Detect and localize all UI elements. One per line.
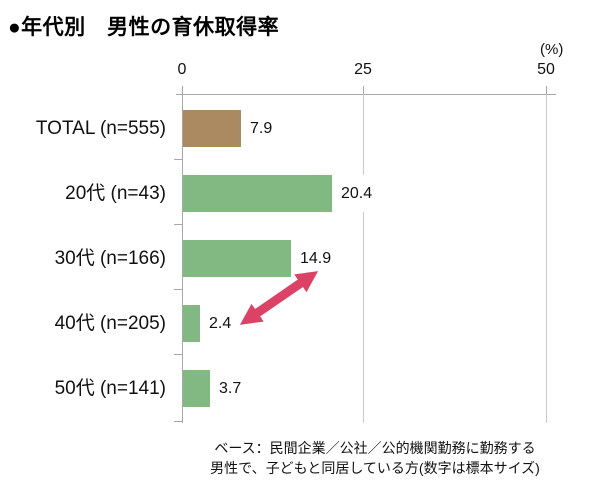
x-tick-mark-0 [182,86,183,94]
source-note: ベース：民間企業／公社／公的機関勤務に勤務する 男性で、子どもと同居している方(… [165,438,585,478]
value-label-20s: 20.4 [340,175,374,212]
category-label-30s: 30代 (n=166) [54,248,166,269]
y-tick-mark-4 [174,354,182,355]
x-axis-line [176,94,556,95]
value-label-40s: 2.4 [208,305,233,342]
x-tick-mark-25 [363,86,364,94]
y-tick-mark-3 [174,289,182,290]
bar-50s [183,370,210,407]
bar-20s [183,175,332,212]
category-label-40s: 40代 (n=205) [54,313,166,334]
category-label-total: TOTAL (n=555) [35,118,166,139]
bar-40s [183,305,200,342]
x-tick-label-25: 25 [354,61,372,78]
gridline-50 [546,94,547,423]
page-title: ●年代別 男性の育休取得率 [8,16,280,39]
x-tick-label-50: 50 [537,61,555,78]
value-label-total: 7.9 [249,110,274,147]
source-note-line1: ベース：民間企業／公社／公的機関勤務に勤務する [214,440,536,456]
x-tick-label-0: 0 [177,61,187,78]
comparison-arrow-icon [239,271,319,325]
bar-total [183,110,241,147]
value-label-30s: 14.9 [299,240,333,277]
source-note-line2: 男性で、子どもと同居している方(数字は標本サイズ) [210,460,540,476]
value-label-50s: 3.7 [218,370,243,407]
y-tick-mark-5 [174,421,182,422]
y-tick-mark-2 [174,224,182,225]
category-label-20s: 20代 (n=43) [65,183,166,204]
category-label-50s: 50代 (n=141) [54,378,166,399]
x-tick-mark-50 [546,86,547,94]
gridline-25 [363,94,364,423]
bar-30s [183,240,291,277]
y-tick-mark-1 [174,159,182,160]
axis-unit-label: (%) [540,41,564,58]
y-axis-line [182,94,183,423]
